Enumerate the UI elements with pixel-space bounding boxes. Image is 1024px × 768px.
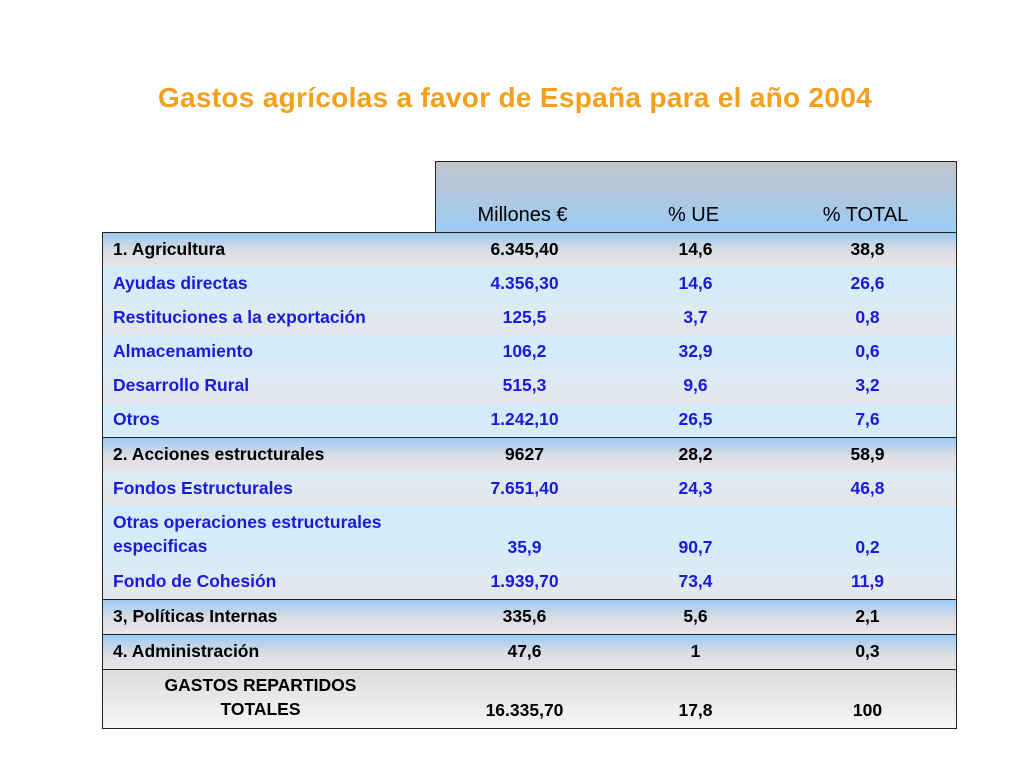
row-label: GASTOS REPARTIDOS TOTALES <box>164 675 357 719</box>
row-value: 35,9 <box>507 537 542 557</box>
row-value: 73,4 <box>678 571 713 591</box>
row-value: 14,6 <box>678 273 713 293</box>
row-value: 0,6 <box>855 341 880 361</box>
row-value: 6.345,40 <box>490 239 559 259</box>
row-value: 28,2 <box>678 444 713 464</box>
table-row-section: 2. Acciones estructurales 9627 28,2 58,9 <box>103 437 956 472</box>
row-value: 58,9 <box>850 444 885 464</box>
row-value: 7,6 <box>855 409 880 429</box>
row-value: 515,3 <box>502 375 547 395</box>
row-value: 7.651,40 <box>490 478 559 498</box>
row-value: 16.335,70 <box>485 700 564 720</box>
row-value: 47,6 <box>507 641 542 661</box>
row-value: 26,6 <box>850 273 885 293</box>
row-label: Desarrollo Rural <box>113 375 250 395</box>
table-row-section: 4. Administración 47,6 1 0,3 <box>103 634 956 669</box>
row-value: 38,8 <box>850 239 885 259</box>
table-row: Fondos Estructurales 7.651,40 24,3 46,8 <box>103 472 956 506</box>
row-value: 1.242,10 <box>490 409 559 429</box>
table-row: Almacenamiento 106,2 32,9 0,6 <box>103 335 956 369</box>
row-value: 100 <box>852 700 883 720</box>
table-row-total: GASTOS REPARTIDOS TOTALES 16.335,70 17,8 10… <box>103 669 956 728</box>
row-value: 17,8 <box>678 700 713 720</box>
row-label: Almacenamiento <box>113 341 254 361</box>
row-value: 24,3 <box>678 478 713 498</box>
table-row: Ayudas directas 4.356,30 14,6 26,6 <box>103 267 956 301</box>
column-header-pct-ue: % UE <box>667 204 720 226</box>
row-value: 46,8 <box>850 478 885 498</box>
row-label: Restituciones a la exportación <box>113 307 366 327</box>
row-label: Fondo de Cohesión <box>113 571 277 591</box>
row-label: Otros <box>113 409 160 429</box>
row-value: 14,6 <box>678 239 713 259</box>
row-value: 1.939,70 <box>490 571 559 591</box>
row-value: 90,7 <box>678 537 713 557</box>
table-row: Fondo de Cohesión 1.939,70 73,4 11,9 <box>103 565 956 599</box>
row-value: 0,2 <box>855 537 880 557</box>
row-value: 3,7 <box>683 307 708 327</box>
row-value: 5,6 <box>683 606 708 626</box>
row-label: 3, Políticas Internas <box>113 606 278 626</box>
table-row: Restituciones a la exportación 125,5 3,7 0,… <box>103 301 956 335</box>
expenditure-table: 1. Agricultura 6.345,40 14,6 38,8 Ayudas di… <box>102 232 957 729</box>
row-label: Fondos Estructurales <box>113 478 293 498</box>
row-label: 1. Agricultura <box>113 239 226 259</box>
row-value: 0,8 <box>855 307 880 327</box>
table-row-section: 3, Políticas Internas 335,6 5,6 2,1 <box>103 599 956 634</box>
column-header-millones: Millones € <box>477 204 568 226</box>
table-row: Otras operaciones estructurales especifi… <box>103 506 956 565</box>
row-value: 125,5 <box>502 307 547 327</box>
row-label: Ayudas directas <box>113 273 248 293</box>
row-value: 4.356,30 <box>490 273 559 293</box>
column-header-pct-total: % TOTAL <box>822 204 909 226</box>
row-value: 0,3 <box>855 641 880 661</box>
row-value: 1 <box>690 641 701 661</box>
row-value: 106,2 <box>502 341 547 361</box>
row-value: 335,6 <box>502 606 547 626</box>
row-label: Otras operaciones estructurales especifi… <box>113 512 382 556</box>
row-value: 11,9 <box>850 571 885 591</box>
table-row: Desarrollo Rural 515,3 9,6 3,2 <box>103 369 956 403</box>
row-label: 2. Acciones estructurales <box>113 444 325 464</box>
row-value: 2,1 <box>855 606 880 626</box>
table-row: Otros 1.242,10 26,5 7,6 <box>103 403 956 437</box>
row-value: 9,6 <box>683 375 708 395</box>
slide-title: Gastos agrícolas a favor de España para … <box>157 82 873 113</box>
row-value: 32,9 <box>678 341 713 361</box>
row-value: 3,2 <box>855 375 880 395</box>
table-row-section: 1. Agricultura 6.345,40 14,6 38,8 <box>103 233 956 267</box>
row-label: 4. Administración <box>113 641 260 661</box>
table-header: Millones € % UE % TOTAL <box>435 161 957 233</box>
row-value: 9627 <box>505 444 544 464</box>
row-value: 26,5 <box>678 409 713 429</box>
